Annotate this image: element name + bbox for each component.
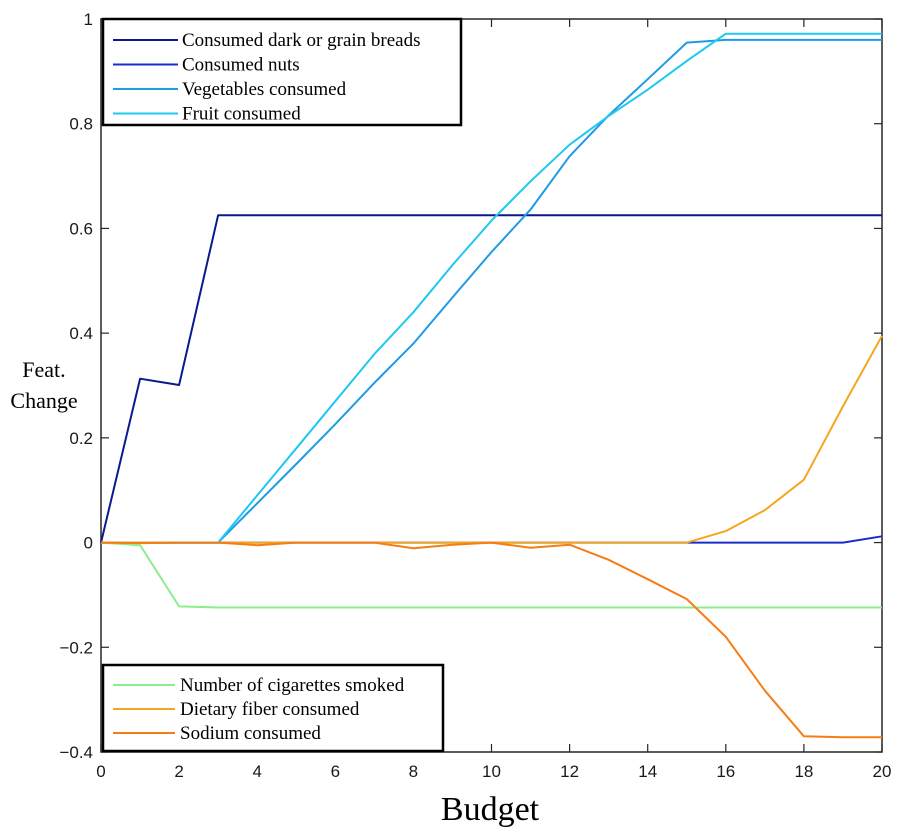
series-lines [100,32,883,739]
y-tick-label: 0.6 [69,219,93,238]
legend-label: Vegetables consumed [182,79,347,100]
y-tick-label: −0.4 [59,743,93,762]
legend-label: Consumed nuts [182,55,300,76]
x-tick-label: 18 [794,762,813,781]
x-tick-label: 2 [174,762,183,781]
legend-top-box [101,17,463,127]
y-axis: −0.4 −0.2 0 0.2 0.4 0.6 0.8 1 [59,10,882,762]
x-tick-label: 20 [873,762,892,781]
x-tick-label: 6 [331,762,340,781]
x-tick-label: 14 [638,762,657,781]
legend-label: Fruit consumed [182,104,301,125]
y-axis-title-line-1: Feat. [22,357,65,382]
x-tick-label: 8 [409,762,418,781]
x-tick-label: 12 [560,762,579,781]
y-tick-label: 0.2 [69,429,93,448]
y-tick-label: 0.8 [69,115,93,134]
legend-label: Consumed dark or grain breads [182,30,421,51]
series-line-4 [100,541,882,609]
series-line-0 [100,214,882,543]
legend-top: Consumed dark or grain breads Consumed nu… [101,17,463,127]
y-tick-label: 1 [84,10,93,29]
series-line-6 [100,541,882,739]
y-tick-label: 0 [84,534,93,553]
y-tick-label: −0.2 [59,638,93,657]
y-axis-title-line-2: Change [10,388,77,413]
legend-label: Dietary fiber consumed [180,699,360,720]
legend-label: Number of cigarettes smoked [180,675,405,696]
y-tick-label: 0.4 [69,324,93,343]
legend-bottom: Number of cigarettes smoked Dietary fiber… [101,663,445,753]
x-axis: 0 2 4 6 8 10 12 14 16 18 20 [96,19,891,781]
x-tick-label: 16 [716,762,735,781]
legend-label: Sodium consumed [180,723,321,744]
series-line-3 [101,32,882,544]
plot-area [100,18,883,753]
x-tick-label: 4 [252,762,261,781]
x-axis-title: Budget [441,791,540,828]
series-line-2 [101,38,882,544]
x-tick-label: 0 [96,762,105,781]
x-tick-label: 10 [482,762,501,781]
